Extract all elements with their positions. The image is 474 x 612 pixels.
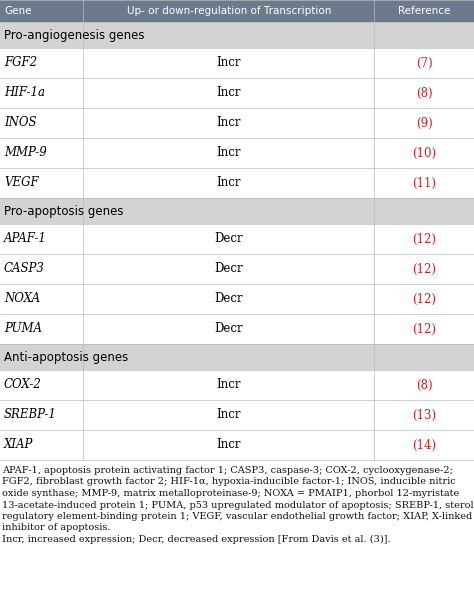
Bar bbox=[0, 198, 474, 224]
Text: Incr: Incr bbox=[217, 146, 241, 160]
Text: (8): (8) bbox=[416, 86, 433, 100]
Text: inhibitor of apoptosis.: inhibitor of apoptosis. bbox=[2, 523, 110, 532]
Bar bbox=[0, 344, 474, 370]
Text: MMP-9: MMP-9 bbox=[4, 146, 47, 160]
Text: Incr: Incr bbox=[217, 439, 241, 452]
Bar bbox=[0, 108, 474, 138]
Text: Incr: Incr bbox=[217, 378, 241, 392]
Text: Pro-apoptosis genes: Pro-apoptosis genes bbox=[4, 204, 124, 217]
Text: APAF-1, apoptosis protein activating factor 1; CASP3, caspase-3; COX-2, cyclooxy: APAF-1, apoptosis protein activating fac… bbox=[2, 466, 453, 475]
Text: regulatory element-binding protein 1; VEGF, vascular endothelial growth factor; : regulatory element-binding protein 1; VE… bbox=[2, 512, 472, 521]
Text: oxide synthase; MMP-9, matrix metalloproteinase-9; NOXA = PMAIP1, phorbol 12-myr: oxide synthase; MMP-9, matrix metallopro… bbox=[2, 489, 459, 498]
Text: 13-acetate-induced protein 1; PUMA, p53 upregulated modulator of apoptosis; SREB: 13-acetate-induced protein 1; PUMA, p53 … bbox=[2, 501, 474, 510]
Text: FGF2: FGF2 bbox=[4, 56, 37, 70]
Text: Up- or down-regulation of Transcription: Up- or down-regulation of Transcription bbox=[127, 6, 331, 16]
Text: NOXA: NOXA bbox=[4, 293, 40, 305]
Bar bbox=[0, 22, 474, 48]
Bar bbox=[0, 370, 474, 400]
Bar bbox=[0, 284, 474, 314]
Bar bbox=[0, 430, 474, 460]
Bar bbox=[0, 400, 474, 430]
Text: Decr: Decr bbox=[214, 263, 243, 275]
Text: INOS: INOS bbox=[4, 116, 36, 130]
Text: Decr: Decr bbox=[214, 293, 243, 305]
Text: PUMA: PUMA bbox=[4, 323, 42, 335]
Text: Pro-angiogenesis genes: Pro-angiogenesis genes bbox=[4, 29, 145, 42]
Bar bbox=[0, 0, 474, 22]
Text: Incr: Incr bbox=[217, 56, 241, 70]
Text: Incr: Incr bbox=[217, 86, 241, 100]
Text: (11): (11) bbox=[412, 176, 436, 190]
Text: Incr, increased expression; Decr, decreased expression [From Davis et al. (3)].: Incr, increased expression; Decr, decrea… bbox=[2, 535, 391, 544]
Text: (10): (10) bbox=[412, 146, 436, 160]
Bar bbox=[0, 48, 474, 78]
Text: APAF-1: APAF-1 bbox=[4, 233, 47, 245]
Text: Decr: Decr bbox=[214, 233, 243, 245]
Text: (7): (7) bbox=[416, 56, 433, 70]
Text: XIAP: XIAP bbox=[4, 439, 33, 452]
Text: (12): (12) bbox=[412, 293, 436, 305]
Text: (14): (14) bbox=[412, 439, 436, 452]
Bar bbox=[0, 254, 474, 284]
Text: SREBP-1: SREBP-1 bbox=[4, 408, 57, 422]
Text: (9): (9) bbox=[416, 116, 433, 130]
Text: HIF-1a: HIF-1a bbox=[4, 86, 45, 100]
Text: (12): (12) bbox=[412, 263, 436, 275]
Text: Incr: Incr bbox=[217, 116, 241, 130]
Text: FGF2, fibroblast growth factor 2; HIF-1α, hypoxia-inducible factor-1; INOS, indu: FGF2, fibroblast growth factor 2; HIF-1α… bbox=[2, 477, 456, 487]
Text: VEGF: VEGF bbox=[4, 176, 38, 190]
Bar bbox=[0, 314, 474, 344]
Text: Incr: Incr bbox=[217, 408, 241, 422]
Text: Incr: Incr bbox=[217, 176, 241, 190]
Text: Gene: Gene bbox=[4, 6, 31, 16]
Text: CASP3: CASP3 bbox=[4, 263, 45, 275]
Bar bbox=[0, 224, 474, 254]
Text: Anti-apoptosis genes: Anti-apoptosis genes bbox=[4, 351, 128, 364]
Bar bbox=[0, 78, 474, 108]
Text: (8): (8) bbox=[416, 378, 433, 392]
Bar bbox=[0, 138, 474, 168]
Text: Decr: Decr bbox=[214, 323, 243, 335]
Text: Reference: Reference bbox=[398, 6, 450, 16]
Bar bbox=[0, 168, 474, 198]
Text: (13): (13) bbox=[412, 408, 436, 422]
Text: (12): (12) bbox=[412, 323, 436, 335]
Text: (12): (12) bbox=[412, 233, 436, 245]
Text: COX-2: COX-2 bbox=[4, 378, 42, 392]
